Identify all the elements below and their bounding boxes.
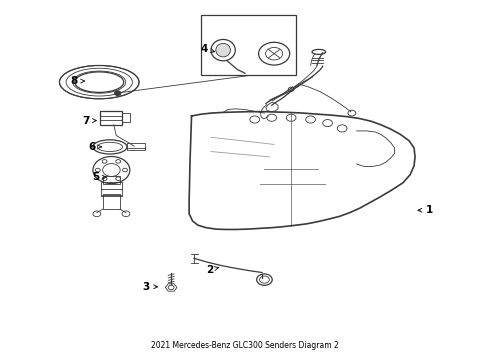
Text: 1: 1 (418, 205, 433, 215)
Bar (127, 143, 145, 150)
Text: 6: 6 (88, 142, 101, 152)
Ellipse shape (216, 43, 230, 57)
Circle shape (115, 91, 121, 95)
Text: 5: 5 (92, 172, 106, 182)
Bar (102, 176, 120, 184)
Bar (100, 111, 122, 125)
Text: 3: 3 (143, 282, 158, 292)
Bar (102, 194, 120, 209)
Text: 2: 2 (206, 265, 219, 275)
Text: 8: 8 (71, 76, 85, 86)
Bar (101, 183, 122, 195)
Bar (122, 113, 130, 122)
Bar (201, 14, 296, 75)
Text: 2021 Mercedes-Benz GLC300 Senders Diagram 2: 2021 Mercedes-Benz GLC300 Senders Diagra… (151, 341, 339, 350)
Text: 7: 7 (82, 116, 97, 126)
Text: 4: 4 (200, 44, 215, 54)
